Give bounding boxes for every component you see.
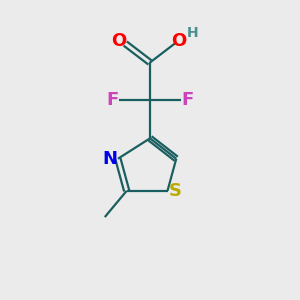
- Text: S: S: [169, 182, 182, 200]
- Text: H: H: [187, 26, 198, 40]
- Text: O: O: [111, 32, 126, 50]
- Text: O: O: [171, 32, 186, 50]
- Text: F: F: [182, 92, 194, 110]
- Text: N: N: [102, 150, 117, 168]
- Text: F: F: [106, 92, 118, 110]
